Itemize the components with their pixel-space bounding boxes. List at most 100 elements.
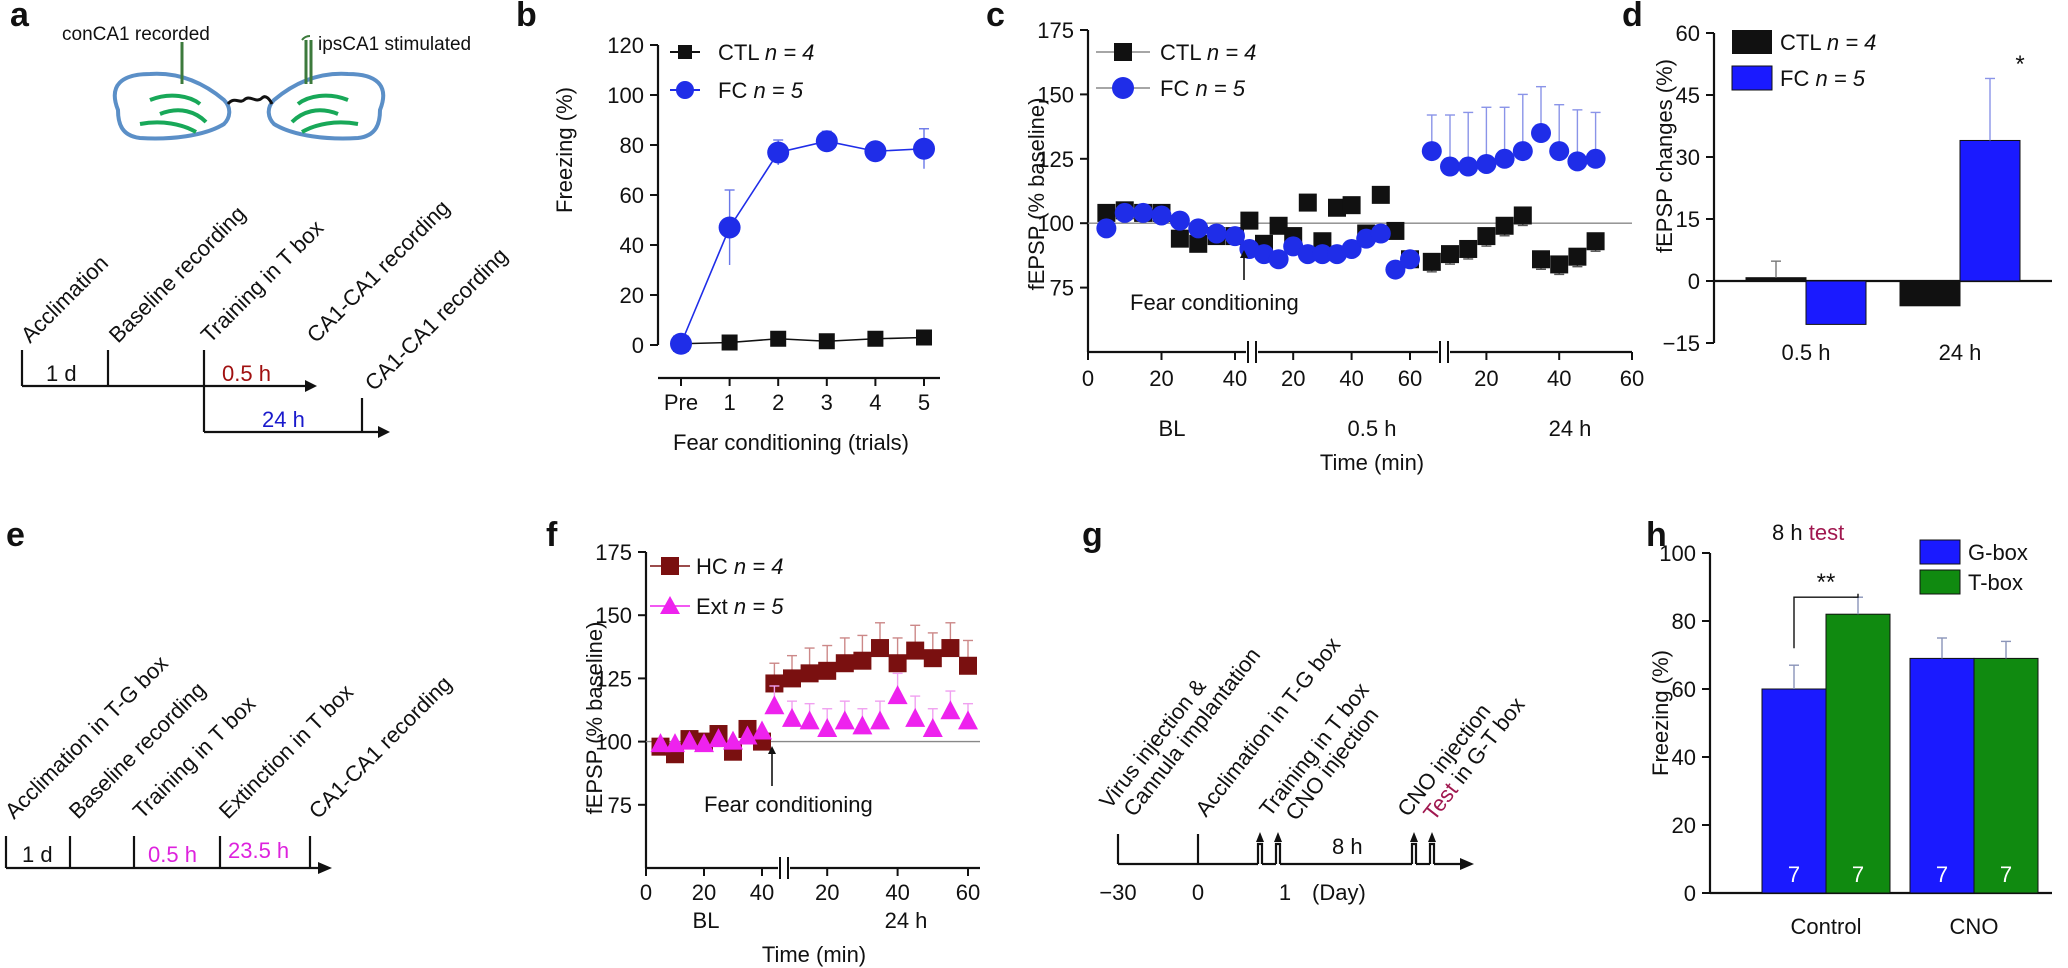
f-annotation-arrow (768, 746, 776, 754)
c-legend-ctl-marker (1114, 43, 1132, 61)
b-fc-point (913, 137, 935, 160)
f-xtick-label: 0 (640, 880, 652, 905)
f-ext-point (650, 733, 671, 753)
brain-label-stimulated: ipsCA1 stimulated (318, 34, 471, 55)
d-ytick-label: 45 (1676, 83, 1700, 108)
c-fc-point (1458, 156, 1479, 177)
f-ytick-label: 100 (595, 730, 632, 755)
f-ext-point (708, 728, 729, 748)
c-fc-point (1421, 141, 1442, 162)
f-legend: HC n = 4 Ext n = 5 (650, 554, 784, 619)
c-ctl-point (1459, 239, 1478, 258)
c-ctl-point (1097, 203, 1116, 222)
h-ytick-label: 100 (1659, 541, 1696, 566)
f-xtick-label: 20 (815, 880, 839, 905)
e-interval-0-5h: 0.5 h (148, 842, 197, 867)
c-fc-point (1188, 218, 1209, 239)
f-legend-ext-n: n = 5 (734, 594, 784, 619)
c-fc-point (1549, 141, 1570, 162)
d-legend-ctl-n: n = 4 (1827, 30, 1877, 55)
b-fc-point (864, 140, 887, 163)
panel-letter-h: h (1646, 516, 1667, 554)
c-segment-label: 24 h (1549, 416, 1592, 441)
panel-letter-f: f (546, 516, 558, 554)
c-fc-point (1567, 151, 1588, 172)
f-hc-point (923, 649, 942, 668)
h-ytick-label: 80 (1672, 609, 1696, 634)
f-hc-point (800, 664, 819, 683)
f-ext-point (764, 695, 785, 715)
b-xlabel: Fear conditioning (trials) (673, 430, 909, 455)
b-ytick-label: 60 (620, 183, 644, 208)
b-series-ctl-line (680, 336, 925, 345)
panel-a: conCA1 recorded ipsCA1 stimulated 1 d 0.… (16, 24, 512, 438)
c-ctl-point (1328, 198, 1346, 217)
h-legend-tbox: T-box (1968, 570, 2023, 595)
h-ytick-label: 60 (1672, 677, 1696, 702)
b-legend-fc: FC (718, 78, 747, 103)
b-legend-fc-n: n = 5 (753, 78, 803, 103)
f-hc-point (783, 669, 801, 688)
c-legend-fc-n: n = 5 (1195, 76, 1245, 101)
f-ytick-label: 125 (595, 666, 632, 691)
timeline-e (4, 836, 332, 874)
c-ctl-point (1342, 196, 1361, 215)
b-ytick-label: 100 (607, 83, 644, 108)
b-xtick-label: Pre (664, 390, 698, 415)
c-xtick-label: 20 (1474, 366, 1498, 391)
d-xtick-label: 0.5 h (1782, 340, 1831, 365)
h-legend-gbox: G-box (1968, 540, 2028, 565)
f-annotation: Fear conditioning (704, 792, 873, 817)
g-step-cannula: Cannula implantation (1118, 643, 1265, 821)
h-n-label: 7 (1788, 862, 1800, 887)
f-ylabel: fEPSP (% baseline) (582, 622, 607, 815)
svg-text:FC n = 5: FC n = 5 (1160, 76, 1246, 101)
c-ctl-point (1422, 252, 1441, 271)
brain-label-recorded: conCA1 recorded (62, 24, 210, 45)
b-fc-point (767, 141, 790, 164)
f-ext-point (817, 717, 838, 737)
d-xtick-label: 24 h (1939, 340, 1982, 365)
c-fc-point (1114, 202, 1135, 223)
c-fc-point (1096, 218, 1117, 239)
b-xtick-label: 5 (918, 390, 930, 415)
b-ytick-label: 40 (620, 233, 644, 258)
g-tick-0: 0 (1192, 880, 1204, 905)
b-legend-ctl: CTL (718, 40, 759, 65)
h-legend-gbox-swatch (1919, 539, 1961, 565)
f-ext-point (665, 733, 685, 753)
f-legend-ext-marker (660, 596, 680, 614)
h-significance-bracket (1793, 593, 1859, 649)
c-segment-label: BL (1159, 416, 1186, 441)
svg-text:HC n = 4: HC n = 4 (696, 554, 783, 579)
c-fc-point (1268, 249, 1289, 270)
b-xtick-label: 3 (821, 390, 833, 415)
b-fc-point (718, 216, 741, 239)
f-ytick-label: 150 (595, 603, 632, 628)
c-fc-point (1494, 148, 1515, 169)
svg-text:Ext n = 5: Ext n = 5 (696, 594, 784, 619)
f-segment-label: 24 h (885, 908, 928, 933)
c-ctl-point (1495, 216, 1514, 235)
d-ytick-label: 60 (1676, 21, 1700, 46)
c-legend-fc: FC (1160, 76, 1189, 101)
h-bar-t-box (1825, 613, 1891, 894)
timeline-a (20, 350, 390, 438)
f-hc-point (853, 651, 872, 670)
f-xtick-label: 40 (885, 880, 909, 905)
svg-text:FC n = 5: FC n = 5 (1780, 66, 1866, 91)
c-fc-point (1512, 141, 1533, 162)
c-xlabel: Time (min) (1320, 450, 1424, 475)
c-ctl-point (1586, 232, 1605, 251)
c-segment-label: 0.5 h (1348, 416, 1397, 441)
f-legend-hc: HC (696, 554, 728, 579)
b-legend-ctl-marker (678, 45, 692, 59)
c-ctl-point (1269, 216, 1288, 235)
d-legend-ctl-swatch (1732, 30, 1772, 54)
h-n-label: 7 (2000, 862, 2012, 887)
panel-letter-a: a (10, 0, 30, 34)
f-ext-point (679, 730, 700, 750)
c-fc-point (1400, 249, 1420, 270)
f-ext-point (958, 710, 978, 730)
brain-slice-illustration (112, 35, 386, 141)
